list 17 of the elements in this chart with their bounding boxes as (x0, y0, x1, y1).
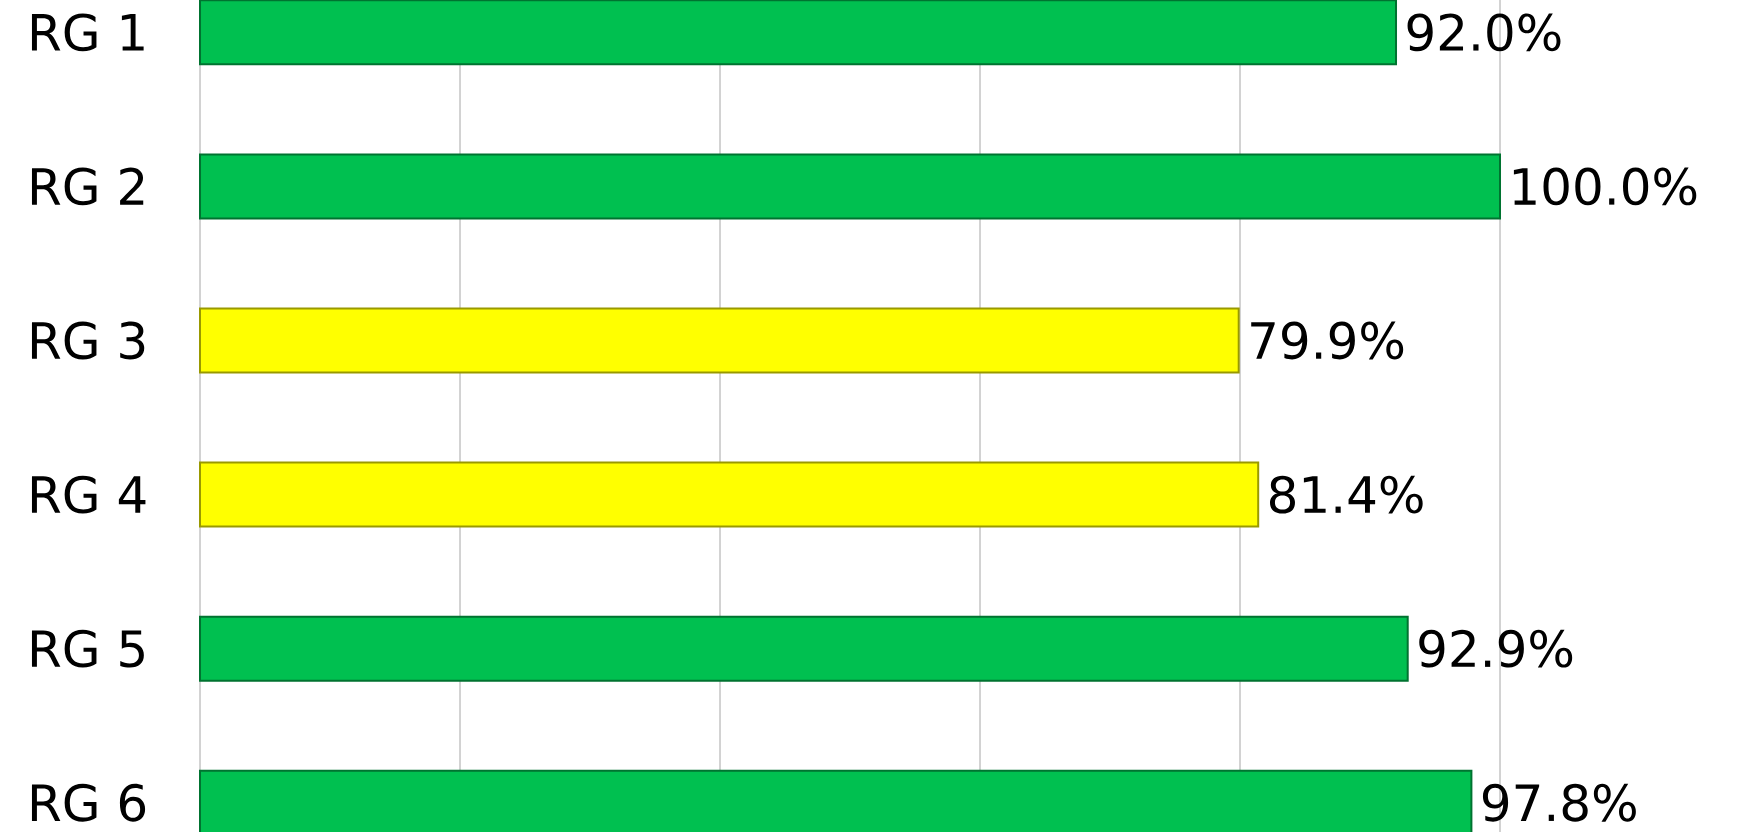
bar (199, 0, 1398, 66)
bar (199, 615, 1409, 682)
bar (199, 461, 1260, 528)
y-tick-label: RG 6 (31, 783, 146, 822)
data-label: 92.9% (1419, 629, 1573, 668)
y-tick-label: RG 4 (31, 475, 146, 514)
y-tick-label: RG 3 (31, 321, 145, 360)
y-tick-label: RG 2 (31, 167, 144, 206)
y-tick-label: RG 5 (31, 629, 144, 668)
data-label: 81.4% (1269, 475, 1423, 514)
data-label: 97.8% (1482, 783, 1636, 822)
bar (199, 153, 1502, 220)
y-tick-label: RG 1 (31, 13, 144, 52)
bar (199, 307, 1240, 374)
data-label: 79.9% (1251, 321, 1404, 360)
data-label: 92.0% (1407, 13, 1561, 52)
data-label: 100.0% (1513, 167, 1697, 206)
